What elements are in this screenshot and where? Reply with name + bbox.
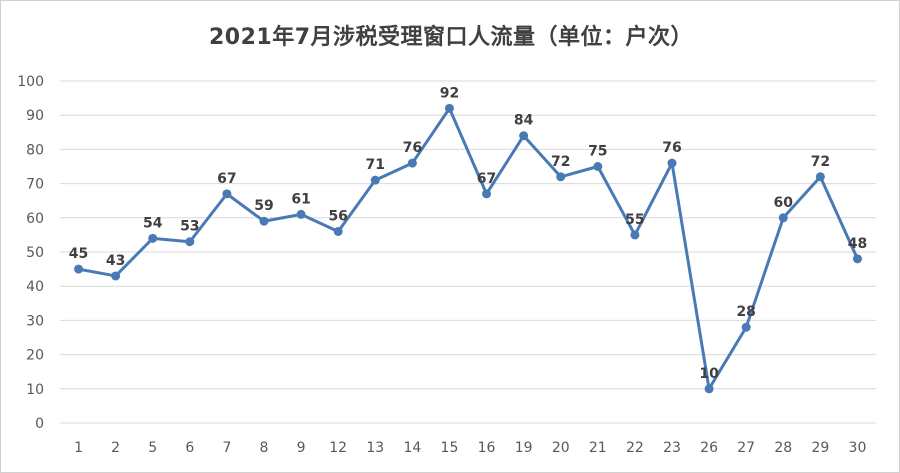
- x-tick-label: 27: [737, 440, 755, 456]
- data-point: [741, 322, 751, 332]
- data-labels: 45 43 54 53 67 59 61 56 71 76 92 67 84 72 75 55 76 10 28 60…: [69, 85, 867, 381]
- data-point: [407, 158, 417, 168]
- data-point: [296, 209, 306, 219]
- data-point: [519, 131, 529, 141]
- x-tick-label: 6: [185, 440, 194, 456]
- x-tick-label: 2: [111, 440, 120, 456]
- data-label: 56: [328, 208, 347, 224]
- y-tick-label: 0: [35, 416, 44, 432]
- x-tick-label: 1: [74, 440, 83, 456]
- series: [74, 103, 862, 394]
- data-label: 54: [143, 215, 163, 231]
- y-tick-label: 90: [26, 108, 44, 124]
- data-label: 43: [106, 253, 125, 269]
- x-tick-label: 28: [774, 440, 792, 456]
- data-label: 45: [69, 246, 88, 262]
- data-label: 67: [217, 171, 236, 187]
- y-tick-label: 100: [17, 74, 44, 90]
- x-tick-label: 9: [297, 440, 306, 456]
- x-tick-label: 16: [478, 440, 496, 456]
- data-label: 28: [736, 304, 755, 320]
- data-label: 72: [811, 154, 830, 170]
- data-label: 76: [403, 140, 422, 156]
- y-tick-label: 20: [26, 348, 44, 364]
- x-tick-label: 15: [441, 440, 459, 456]
- data-point: [704, 384, 714, 394]
- data-point: [630, 230, 640, 240]
- data-point: [111, 271, 121, 281]
- data-label: 71: [366, 157, 385, 173]
- data-label: 61: [291, 191, 310, 207]
- x-tick-label: 8: [260, 440, 269, 456]
- data-point: [370, 175, 380, 185]
- y-tick-label: 70: [26, 177, 44, 193]
- data-point: [667, 158, 677, 168]
- x-tick-label: 22: [626, 440, 644, 456]
- x-tick-label: 30: [849, 440, 867, 456]
- data-point: [333, 226, 343, 236]
- x-tick-label: 29: [811, 440, 829, 456]
- data-label: 10: [699, 366, 719, 382]
- x-tick-label: 12: [329, 440, 347, 456]
- y-axis: 0 10 20 30 40 50 60 70 80 90 100: [17, 74, 44, 432]
- data-label: 72: [551, 154, 570, 170]
- y-tick-label: 80: [26, 142, 44, 158]
- x-tick-label: 7: [222, 440, 231, 456]
- data-point: [185, 237, 195, 247]
- y-tick-label: 30: [26, 313, 44, 329]
- data-point: [815, 172, 825, 182]
- x-tick-label: 14: [403, 440, 421, 456]
- data-label: 67: [477, 171, 496, 187]
- data-point: [259, 216, 269, 226]
- chart-title: 2021年7月涉税受理窗口人流量（单位：户次）: [208, 25, 694, 50]
- data-point: [852, 254, 862, 264]
- y-tick-label: 50: [26, 245, 44, 261]
- data-point: [74, 264, 84, 274]
- series-line: [78, 106, 859, 391]
- y-tick-label: 40: [26, 279, 44, 295]
- data-point: [444, 103, 454, 113]
- data-point: [148, 233, 158, 243]
- data-point: [482, 189, 492, 199]
- x-tick-label: 26: [700, 440, 718, 456]
- data-point: [593, 162, 603, 171]
- data-label: 48: [848, 236, 867, 252]
- data-label: 59: [254, 198, 273, 214]
- data-label: 53: [180, 219, 199, 235]
- x-tick-label: 23: [663, 440, 681, 456]
- data-label: 75: [588, 144, 607, 160]
- data-label: 55: [625, 212, 644, 228]
- data-label: 84: [514, 113, 534, 129]
- data-point: [222, 189, 232, 199]
- y-tick-label: 10: [26, 382, 44, 398]
- gridlines: [60, 80, 876, 424]
- x-axis: 1 2 5 6 7 8 9 12 13 14 15 16 19 20 21 22 23 26 27 28 29 30: [74, 440, 866, 456]
- y-tick-label: 60: [26, 211, 44, 227]
- data-label: 60: [774, 195, 794, 211]
- data-label: 76: [662, 140, 681, 156]
- x-tick-label: 13: [366, 440, 384, 456]
- x-tick-label: 5: [148, 440, 157, 456]
- x-tick-label: 20: [552, 440, 570, 456]
- data-point: [778, 213, 788, 223]
- data-point: [556, 172, 566, 182]
- x-tick-label: 21: [589, 440, 607, 456]
- data-label: 92: [440, 85, 459, 101]
- x-tick-label: 19: [515, 440, 533, 456]
